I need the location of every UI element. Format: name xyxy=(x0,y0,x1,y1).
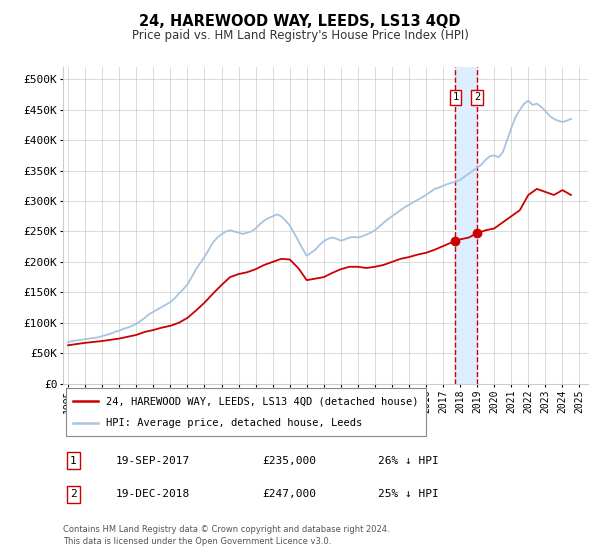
Text: 25% ↓ HPI: 25% ↓ HPI xyxy=(378,489,439,500)
Text: 24, HAREWOOD WAY, LEEDS, LS13 4QD: 24, HAREWOOD WAY, LEEDS, LS13 4QD xyxy=(139,14,461,29)
Text: £235,000: £235,000 xyxy=(263,456,317,465)
Text: 19-DEC-2018: 19-DEC-2018 xyxy=(115,489,190,500)
Text: £247,000: £247,000 xyxy=(263,489,317,500)
Text: 24, HAREWOOD WAY, LEEDS, LS13 4QD (detached house): 24, HAREWOOD WAY, LEEDS, LS13 4QD (detac… xyxy=(106,396,418,407)
Text: Contains HM Land Registry data © Crown copyright and database right 2024.
This d: Contains HM Land Registry data © Crown c… xyxy=(63,525,389,546)
Text: 2: 2 xyxy=(474,92,481,102)
Text: 19-SEP-2017: 19-SEP-2017 xyxy=(115,456,190,465)
Text: Price paid vs. HM Land Registry's House Price Index (HPI): Price paid vs. HM Land Registry's House … xyxy=(131,29,469,42)
Text: 26% ↓ HPI: 26% ↓ HPI xyxy=(378,456,439,465)
Text: 1: 1 xyxy=(452,92,458,102)
FancyBboxPatch shape xyxy=(66,388,426,436)
Text: HPI: Average price, detached house, Leeds: HPI: Average price, detached house, Leed… xyxy=(106,418,362,428)
Bar xyxy=(455,67,477,384)
Text: 1: 1 xyxy=(70,456,77,465)
Text: 2: 2 xyxy=(70,489,77,500)
